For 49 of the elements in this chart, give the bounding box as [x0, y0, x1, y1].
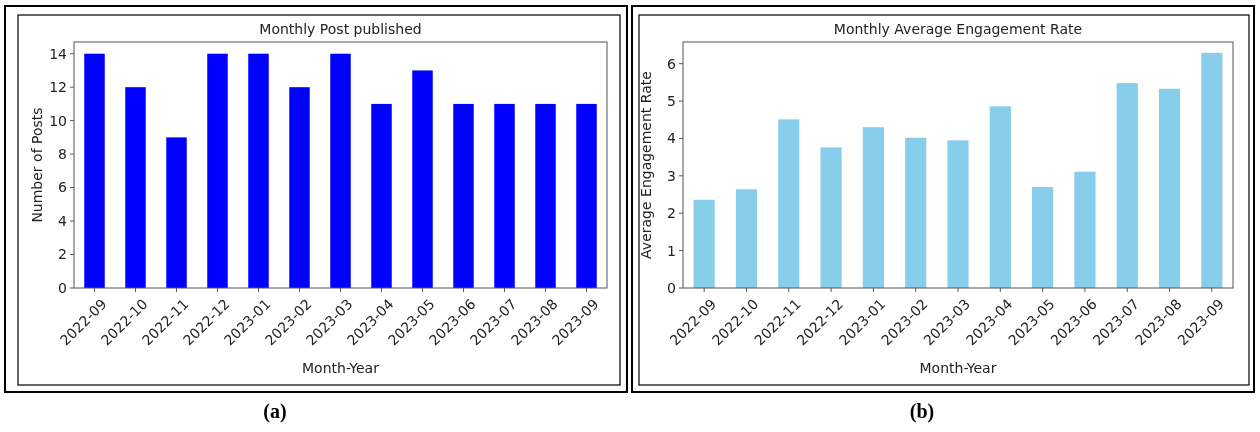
bar — [1158, 88, 1181, 288]
bar — [412, 70, 433, 288]
y-axis-title: Average Engagement Rate — [638, 71, 654, 259]
chart-title: Monthly Average Engagement Rate — [833, 21, 1083, 37]
y-tick-label: 8 — [58, 146, 67, 163]
bar — [735, 189, 758, 288]
bar — [371, 103, 392, 288]
y-axis-title: Number of Posts — [29, 107, 45, 223]
y-tick-label: 1 — [667, 242, 676, 259]
text: (b) — [909, 400, 935, 423]
bar — [1032, 187, 1054, 288]
bar — [125, 87, 146, 288]
bar — [494, 103, 515, 288]
y-tick-label: 4 — [58, 212, 68, 229]
bar — [820, 147, 842, 288]
bar — [453, 103, 474, 288]
bar — [330, 53, 351, 288]
bar — [576, 103, 597, 288]
bar — [989, 106, 1011, 288]
bar — [1201, 52, 1223, 288]
y-tick-label: 2 — [58, 246, 67, 263]
bar — [947, 140, 969, 288]
bar — [1074, 171, 1096, 288]
y-tick-label: 6 — [667, 55, 677, 72]
y-tick-label: 6 — [58, 179, 68, 196]
bar — [289, 87, 310, 288]
y-tick-label: 10 — [49, 112, 67, 129]
text: (a) — [263, 400, 287, 423]
y-tick-label: 4 — [667, 130, 677, 147]
bar — [535, 103, 556, 288]
bar — [84, 53, 105, 288]
bar — [693, 199, 715, 288]
y-tick-label: 14 — [49, 45, 68, 62]
bar — [1116, 83, 1138, 288]
y-tick-label: 0 — [667, 279, 676, 296]
y-tick-label: 2 — [667, 205, 676, 222]
bar — [905, 137, 927, 288]
y-tick-label: 3 — [667, 167, 676, 184]
bar — [778, 119, 800, 288]
y-tick-label: 12 — [49, 79, 67, 96]
bar — [862, 127, 884, 288]
y-tick-label: 0 — [58, 279, 67, 296]
bar — [248, 53, 269, 288]
x-axis-title: Month-Year — [302, 360, 380, 376]
chart-title: Monthly Post published — [259, 21, 422, 37]
bar — [166, 137, 187, 288]
y-tick-label: 5 — [667, 92, 676, 109]
bar — [207, 53, 228, 288]
x-axis-title: Month-Year — [919, 360, 997, 376]
